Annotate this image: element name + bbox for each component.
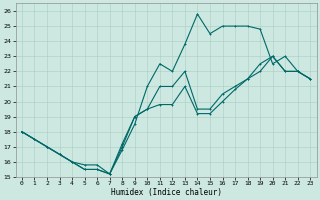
X-axis label: Humidex (Indice chaleur): Humidex (Indice chaleur) xyxy=(111,188,221,197)
